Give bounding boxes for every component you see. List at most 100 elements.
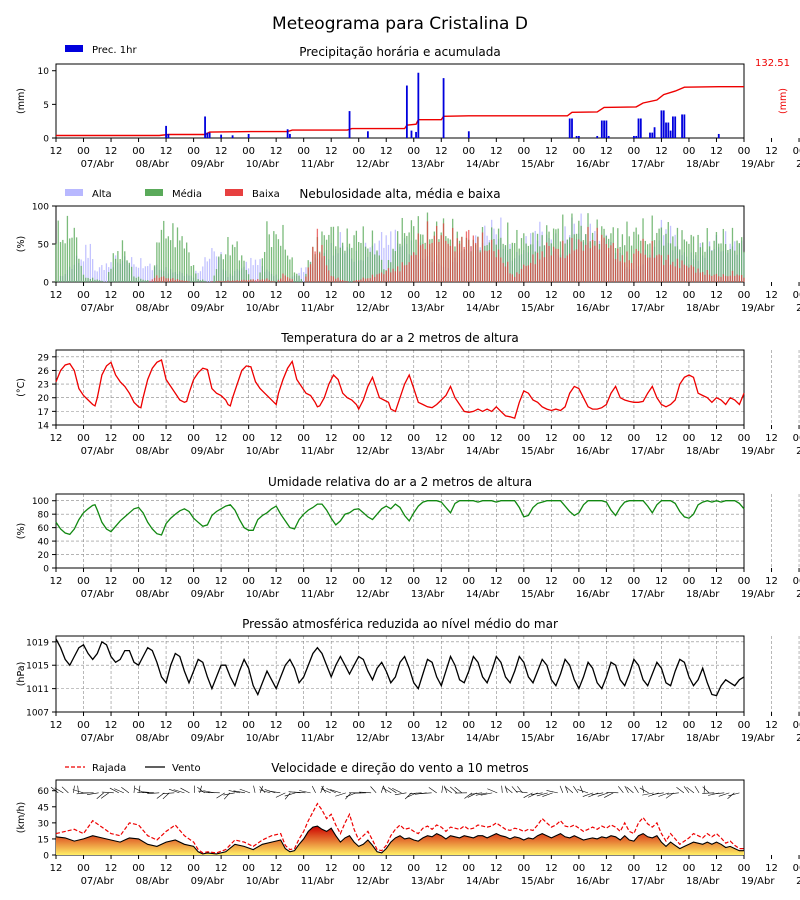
x-tick-label: 00 <box>628 146 641 157</box>
cloud-bar-low <box>273 281 275 282</box>
wind-direction-arrow <box>299 790 311 794</box>
x-tick-label: 12 <box>215 863 228 874</box>
cloud-bar-high <box>250 257 252 282</box>
cloud-bar-mid <box>78 258 80 282</box>
wind-direction-arrow <box>624 785 629 793</box>
x-day-label: 10/Abr <box>246 876 280 887</box>
cloud-bar-mid <box>713 240 715 282</box>
cloud-bar-mid <box>401 217 403 282</box>
cloud-bar-high <box>96 271 98 282</box>
cloud-bar-low <box>685 265 688 282</box>
cloud-bar-high <box>213 251 215 282</box>
cloud-bar-low <box>651 240 653 282</box>
wind-direction-arrow <box>464 792 473 799</box>
y-tick-label: 23 <box>38 381 49 391</box>
x-tick-label: 12 <box>600 290 613 301</box>
precip-bar <box>651 132 654 138</box>
x-tick-label: 12 <box>50 720 63 731</box>
cloud-bar-low <box>438 241 440 282</box>
wind-direction-arrow <box>73 785 75 793</box>
cloud-bar-low <box>617 248 619 282</box>
cloud-bar-low <box>550 255 552 282</box>
x-tick-label: 12 <box>160 146 173 157</box>
cloud-bar-mid <box>380 259 383 282</box>
cloud-bar-mid <box>280 245 282 282</box>
cloud-bar-low <box>346 281 348 282</box>
precip-bar <box>649 132 651 138</box>
cloud-bar-low <box>169 278 172 282</box>
wind-direction-arrow <box>686 786 695 794</box>
x-tick-label: 00 <box>242 290 255 301</box>
panel-title: Umidade relativa do ar a 2 metros de alt… <box>268 475 532 489</box>
cloud-bar-mid <box>729 249 731 282</box>
cloud-bar-mid <box>167 236 169 282</box>
x-tick-label: 00 <box>242 146 255 157</box>
x-day-label: 11/Abr <box>301 876 335 887</box>
cloud-bar-high <box>101 265 103 282</box>
x-tick-label: 12 <box>50 433 63 444</box>
x-tick-label: 00 <box>407 863 420 874</box>
x-day-label: 11/Abr <box>301 159 335 170</box>
cloud-bar-mid <box>165 238 167 282</box>
x-tick-label: 00 <box>738 863 751 874</box>
cloud-bar-low <box>706 270 708 282</box>
x-tick-label: 00 <box>352 146 365 157</box>
x-day-label: 19/Abr <box>741 733 775 744</box>
wind-direction-arrow <box>199 785 203 793</box>
precip-bar <box>683 114 686 138</box>
cloud-bar-mid <box>672 236 674 282</box>
cloud-bar-mid <box>133 276 135 282</box>
x-tick-label: 12 <box>490 290 503 301</box>
x-tick-label: 00 <box>738 433 751 444</box>
x-tick-label: 00 <box>738 576 751 587</box>
precip-bar <box>717 133 720 138</box>
x-tick-label: 00 <box>628 576 641 587</box>
precip-bar <box>442 78 445 138</box>
cloud-bar-mid <box>108 272 110 282</box>
cloud-bar-high <box>135 266 137 282</box>
cloud-bar-mid <box>202 279 204 282</box>
x-tick-label: 00 <box>462 863 475 874</box>
cloud-bar-mid <box>738 243 741 282</box>
x-tick-label: 00 <box>132 290 145 301</box>
x-tick-label: 00 <box>573 576 586 587</box>
precip-bar <box>662 110 665 138</box>
cloud-bar-mid <box>147 280 149 282</box>
x-day-label: 20/Abr <box>796 876 800 887</box>
x-tick-label: 12 <box>105 576 118 587</box>
wind-direction-arrow <box>133 785 136 793</box>
cloud-bar-low <box>452 227 454 282</box>
x-tick-label: 00 <box>683 433 696 444</box>
cloud-bar-low <box>431 242 433 282</box>
cloud-bar-high <box>149 263 151 282</box>
cloud-bar-mid <box>174 247 176 282</box>
legend-swatch-média <box>145 189 163 196</box>
cloud-bar-low <box>621 255 624 282</box>
x-tick-label: 12 <box>710 720 723 731</box>
x-tick-label: 12 <box>545 863 558 874</box>
cloud-bar-low <box>183 280 186 282</box>
wind-direction-arrow <box>523 792 533 798</box>
cloud-bar-low <box>314 251 316 282</box>
wind-direction-arrow <box>588 792 599 798</box>
cloud-bar-low <box>344 280 346 282</box>
x-tick-label: 00 <box>297 863 310 874</box>
cloud-bar-low <box>468 229 470 282</box>
cloud-bar-low <box>406 264 408 282</box>
cloud-bar-mid <box>87 277 89 282</box>
cloud-bar-mid <box>736 240 738 282</box>
x-tick-label: 12 <box>490 576 503 587</box>
cloud-bar-mid <box>722 228 724 282</box>
wind-direction-arrow <box>444 785 448 793</box>
cloud-bar-mid <box>697 234 699 282</box>
x-day-label: 07/Abr <box>81 159 115 170</box>
cloud-bar-mid <box>669 243 672 282</box>
cloud-bar-low <box>252 279 254 282</box>
precip-bar <box>596 135 599 138</box>
cloud-bar-low <box>564 258 566 282</box>
cloud-bar-low <box>417 233 419 282</box>
cloud-bar-low <box>332 276 335 282</box>
x-day-label: 08/Abr <box>136 589 170 600</box>
wind-direction-arrow <box>658 792 669 797</box>
cloud-bar-mid <box>190 266 192 282</box>
